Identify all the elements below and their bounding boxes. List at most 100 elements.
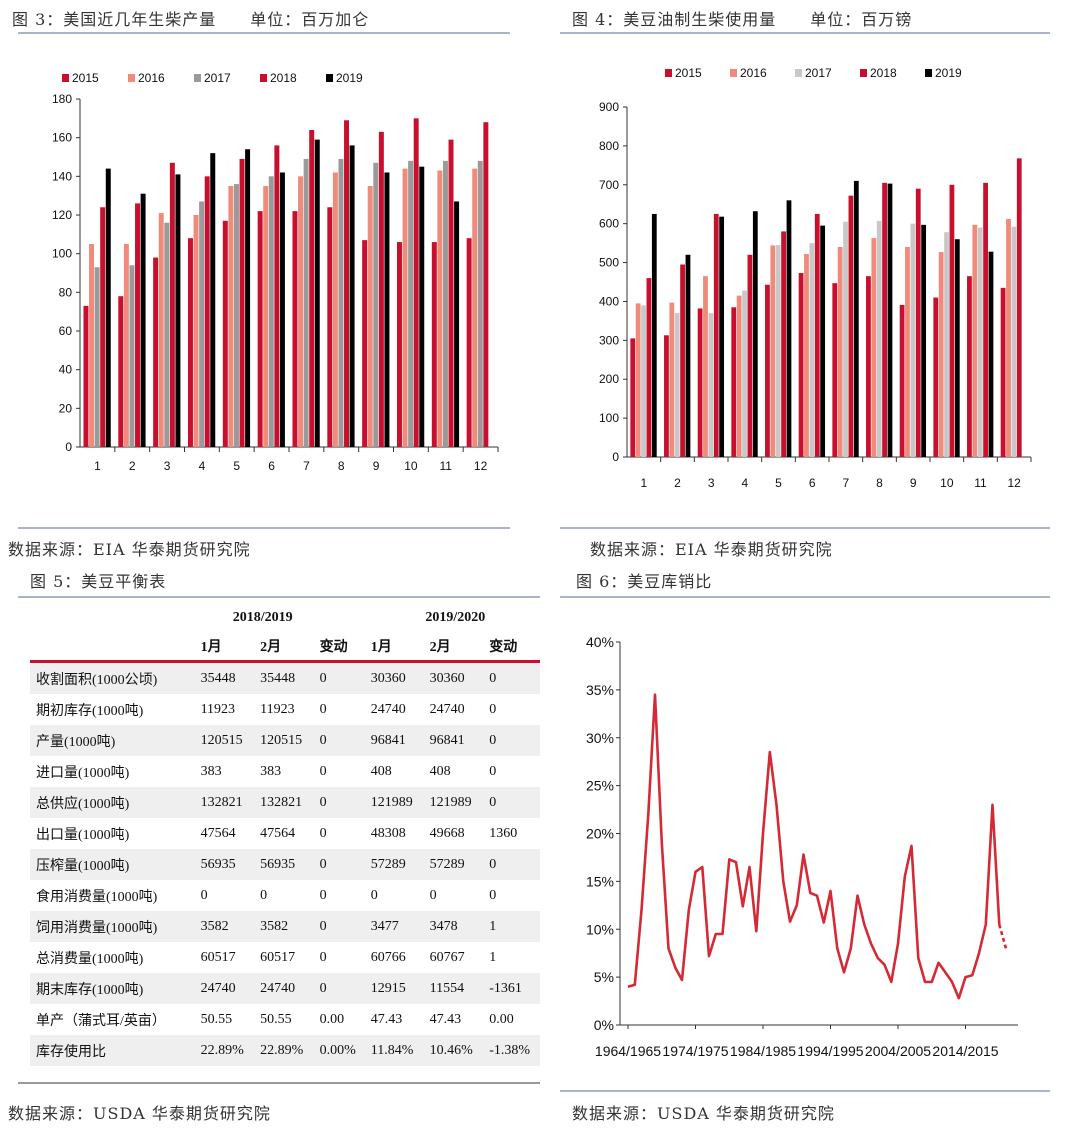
bar <box>765 284 770 457</box>
fig5-caption-rule <box>18 596 540 598</box>
table-cell: 24740 <box>370 701 406 717</box>
table-cell: 121989 <box>423 787 484 818</box>
bar <box>384 172 390 447</box>
bar <box>349 145 355 447</box>
bar <box>680 264 685 457</box>
table-cell: 96841 <box>423 725 484 756</box>
table-cell: 47564 <box>200 825 236 841</box>
bar <box>123 244 129 447</box>
bar <box>274 145 280 447</box>
x-tick-label: 1964/1965 <box>595 1043 661 1059</box>
legend-label: 2019 <box>935 66 962 80</box>
bar <box>669 302 675 457</box>
bar <box>713 213 719 457</box>
y-tick-label: 300 <box>599 333 619 347</box>
table-cell: 35448 <box>194 661 255 694</box>
bar <box>413 118 419 448</box>
table-cell: 0 <box>319 825 327 841</box>
bar <box>94 267 100 447</box>
table-cell: 49668 <box>429 825 465 841</box>
bar <box>933 297 939 457</box>
y-tick-label: 180 <box>52 92 72 106</box>
bar <box>303 158 309 447</box>
table-row: 单产（蒲式耳/英亩） 50.55 50.55 0.00 47.43 47.43 0.00 <box>30 1004 540 1035</box>
bar <box>437 170 443 447</box>
x-tick-label: 11 <box>974 476 987 490</box>
x-tick-label: 1 <box>94 459 101 473</box>
bar <box>83 305 89 447</box>
bar <box>848 195 854 457</box>
table-cell: 60767 <box>429 949 465 965</box>
legend-swatch <box>194 74 201 82</box>
legend-swatch <box>62 74 69 82</box>
y-tick-label: 0 <box>65 440 72 454</box>
x-tick-label: 6 <box>268 459 275 473</box>
row-label: 产量(1000吨) <box>30 725 195 756</box>
legend-label: 2018 <box>270 71 297 85</box>
table-row: 期末库存(1000吨) 24740 24740 0 12915 11554 -1361 <box>30 973 540 1004</box>
fig6-chart: 0% 5% 10% 15% 20% 25% 30% 35% 40% 1964/1965 1974/1… <box>586 634 1018 1059</box>
row-label: 期末库存(1000吨) <box>30 973 195 1004</box>
table-row: 总供应(1000吨) 132821 132821 0 121989 121989 0 <box>30 787 540 818</box>
legend-label: 2015 <box>675 66 702 80</box>
table-cell: 47564 <box>260 825 296 841</box>
x-tick-label: 8 <box>338 459 345 473</box>
col-header: 变动 <box>483 632 540 663</box>
table-cell: 50.55 <box>200 1011 233 1027</box>
bar <box>814 213 820 457</box>
table-cell: 0.00 <box>489 1011 514 1027</box>
x-tick-label: 9 <box>910 476 917 490</box>
bar <box>419 166 425 447</box>
row-label: 库存使用比 <box>30 1035 195 1066</box>
fig3-source-rule <box>18 527 510 529</box>
col-header: 1月 <box>194 632 255 663</box>
legend-swatch <box>326 74 333 82</box>
bar <box>804 254 809 457</box>
x-tick-label: 12 <box>1007 476 1021 490</box>
table-cell: 11923 <box>260 701 295 717</box>
x-tick-label: 7 <box>842 476 849 490</box>
table-cell: 0 <box>313 911 365 942</box>
y-tick-label: 40 <box>59 363 73 377</box>
fig5-caption: 图 5：美豆平衡表 <box>30 572 167 591</box>
x-tick-label: 1994/1995 <box>797 1043 863 1059</box>
legend-swatch <box>730 69 737 77</box>
table-cell: 0.00% <box>313 1035 365 1066</box>
bar <box>314 139 320 447</box>
legend-label: 2016 <box>138 71 165 85</box>
table-cell: 408 <box>370 763 392 779</box>
bar <box>641 305 646 457</box>
table-cell: 30360 <box>364 661 424 694</box>
bar <box>905 247 910 457</box>
bar <box>164 222 170 447</box>
row-label: 进口量(1000吨) <box>36 765 130 781</box>
legend-label: 2017 <box>204 71 231 85</box>
table-cell: 132821 <box>254 787 314 818</box>
bar <box>708 313 714 457</box>
legend-label: 2017 <box>805 66 832 80</box>
bar <box>871 238 877 457</box>
fig4-caption: 图 4：美豆油制生柴使用量 单位：百万镑 <box>572 10 913 29</box>
table-cell: 57289 <box>364 849 424 880</box>
bar <box>697 308 703 457</box>
table-row: 库存使用比 22.89% 22.89% 0.00% 11.84% 10.46% -1.38% <box>30 1035 540 1066</box>
legend-label: 2018 <box>870 66 897 80</box>
bar <box>118 296 124 447</box>
table-cell: 60766 <box>370 949 406 965</box>
table-cell: 0 <box>483 661 540 694</box>
x-tick-label: 3 <box>164 459 171 473</box>
table-cell: 3478 <box>423 911 484 942</box>
bar <box>367 186 373 447</box>
x-tick-label: 4 <box>199 459 206 473</box>
x-tick-label: 9 <box>373 459 380 473</box>
stock-to-use-line <box>627 693 1001 1000</box>
y-tick-label: 20% <box>586 826 614 842</box>
bar <box>431 242 437 447</box>
row-label: 收割面积(1000公顷) <box>30 661 195 694</box>
bar <box>954 239 960 457</box>
bar <box>921 224 927 457</box>
bar <box>175 174 181 447</box>
x-tick-label: 3 <box>708 476 715 490</box>
table-cell: 0 <box>483 787 540 818</box>
